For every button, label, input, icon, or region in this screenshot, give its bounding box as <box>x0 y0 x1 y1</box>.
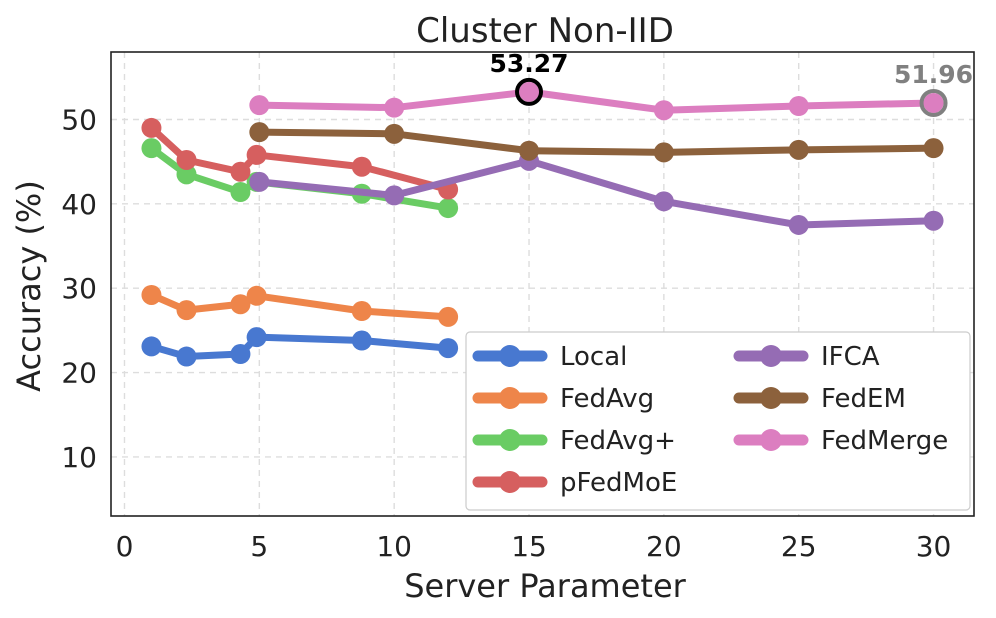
data-point <box>141 284 162 305</box>
data-point <box>438 338 459 359</box>
legend-label: pFedMoE <box>560 468 677 498</box>
data-point <box>351 156 372 177</box>
data-point <box>653 142 674 163</box>
legend-swatch-marker <box>499 429 521 451</box>
data-point <box>788 95 809 116</box>
data-point <box>384 185 405 206</box>
annotation-label: 53.27 <box>489 49 568 78</box>
x-tick-label: 5 <box>250 530 268 563</box>
data-point <box>351 330 372 351</box>
series-local <box>141 327 459 367</box>
legend-swatch-marker <box>499 345 521 367</box>
x-tick-label: 30 <box>916 530 952 563</box>
data-point <box>141 117 162 138</box>
data-point <box>384 123 405 144</box>
y-tick-label: 10 <box>61 441 97 474</box>
data-point <box>351 300 372 321</box>
chart-title: Cluster Non-IID <box>416 11 674 51</box>
data-point <box>176 300 197 321</box>
y-tick-label: 30 <box>61 272 97 305</box>
legend-swatch-marker <box>499 387 521 409</box>
data-point <box>519 81 540 102</box>
data-point <box>384 97 405 118</box>
legend-item: FedMerge <box>733 426 948 456</box>
data-point <box>788 139 809 160</box>
legend-label: IFCA <box>821 342 880 372</box>
data-point <box>438 306 459 327</box>
tick-layer: 0 5 10 15 20 25 30 10 20 30 40 50 <box>61 103 951 563</box>
legend-item: FedEM <box>733 384 906 414</box>
annotation-layer: 53.27 51.96 <box>489 49 973 117</box>
data-point <box>176 149 197 170</box>
data-point <box>923 210 944 231</box>
legend-label: FedEM <box>821 384 906 414</box>
data-point <box>438 198 459 219</box>
legend-swatch-marker <box>760 387 782 409</box>
x-tick-label: 10 <box>376 530 412 563</box>
data-point <box>653 191 674 212</box>
data-point <box>230 161 251 182</box>
y-tick-label: 20 <box>61 357 97 390</box>
data-point <box>653 100 674 121</box>
data-point <box>923 138 944 159</box>
series-line <box>255 157 938 229</box>
y-tick-label: 40 <box>61 188 97 221</box>
series-ifca <box>249 150 944 235</box>
legend-item: pFedMoE <box>472 468 677 498</box>
x-tick-label: 20 <box>646 530 682 563</box>
legend-label: FedAvg+ <box>560 426 676 456</box>
series-pfedmoe <box>141 117 459 200</box>
data-point <box>923 92 944 113</box>
data-point <box>230 294 251 315</box>
highlight-ring <box>919 88 948 117</box>
plot-frame <box>110 51 975 517</box>
data-point <box>249 171 270 192</box>
data-point <box>519 140 540 161</box>
legend-label: Local <box>560 342 627 372</box>
y-axis-label: Accuracy (%) <box>10 180 48 392</box>
legend-item: FedAvg+ <box>472 426 676 456</box>
data-point <box>176 346 197 367</box>
series-line <box>255 88 938 114</box>
legend-item: IFCA <box>733 342 880 372</box>
legend-box <box>465 331 971 511</box>
data-point <box>246 327 267 348</box>
legend-swatch-marker <box>760 429 782 451</box>
data-point <box>788 214 809 235</box>
y-tick-label: 50 <box>61 103 97 136</box>
series-fedavg <box>141 284 459 327</box>
data-point <box>230 182 251 203</box>
data-point <box>246 144 267 165</box>
data-point <box>176 164 197 185</box>
data-point <box>249 122 270 143</box>
x-tick-label: 15 <box>511 530 547 563</box>
data-point <box>246 285 267 306</box>
legend: Local FedAvg FedAvg+ pFedMoE IFCA FedEM FedMer… <box>465 331 971 511</box>
legend-item: FedAvg <box>472 384 654 414</box>
series-layer <box>141 81 944 367</box>
highlight-ring <box>515 77 544 106</box>
series-line <box>147 291 452 321</box>
legend-swatch-marker <box>760 345 782 367</box>
legend-label: FedMerge <box>821 426 948 456</box>
data-point <box>141 336 162 357</box>
x-tick-label: 0 <box>116 530 134 563</box>
data-point <box>230 344 251 365</box>
annotation-label: 51.96 <box>894 60 973 89</box>
series-fedem <box>249 122 944 163</box>
x-tick-label: 25 <box>781 530 817 563</box>
legend-item: Local <box>472 342 627 372</box>
x-axis-label: Server Parameter <box>404 567 686 605</box>
legend-label: FedAvg <box>560 384 654 414</box>
legend-swatch-marker <box>499 471 521 493</box>
series-line <box>255 128 938 156</box>
series-fedmerge <box>249 81 944 121</box>
data-point <box>249 95 270 116</box>
data-point <box>141 138 162 159</box>
